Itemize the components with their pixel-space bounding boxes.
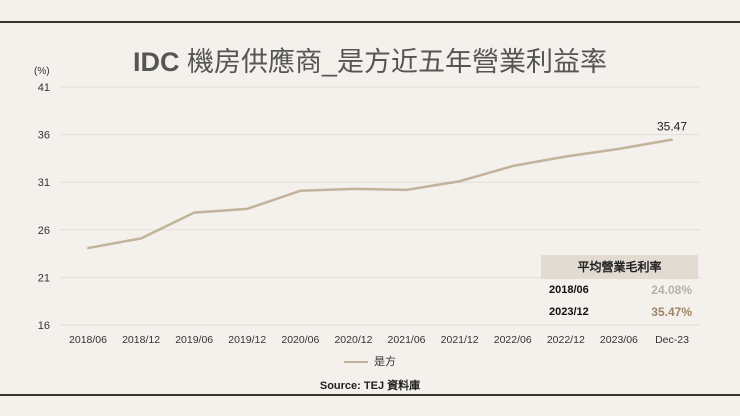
- chart-title: IDC 機房供應商_是方近五年營業利益率: [0, 40, 740, 79]
- x-tick-label: 2022/06: [494, 334, 532, 346]
- series-line: [87, 138, 673, 250]
- x-tick-label: 2023/06: [600, 334, 638, 346]
- x-tick-label: 2020/06: [281, 334, 319, 346]
- x-tick-label: 2021/06: [388, 334, 426, 346]
- title-bold: IDC: [132, 47, 180, 77]
- data-point: [87, 247, 89, 250]
- x-tick-label: 2019/12: [228, 334, 266, 346]
- x-tick-label: Dec-23: [655, 334, 689, 346]
- y-tick-label: 31: [38, 177, 50, 189]
- source-note: Source: TEJ 資料庫: [319, 380, 421, 392]
- data-point: [564, 155, 567, 158]
- row-value: 35.47%: [651, 305, 692, 319]
- y-tick-label: 41: [38, 82, 50, 94]
- top-rule: [0, 21, 740, 23]
- legend-swatch: [344, 361, 368, 364]
- y-tick-label: 26: [38, 225, 50, 237]
- title-rest: 機房供應商_是方近五年營業利益率: [179, 47, 608, 77]
- data-point: [511, 165, 514, 168]
- data-point: [617, 147, 620, 150]
- y-unit-label: (%): [34, 66, 50, 77]
- data-point: [299, 189, 302, 192]
- x-tick-label: 2018/06: [69, 334, 107, 346]
- legend-label: 是方: [374, 356, 396, 368]
- data-point: [246, 207, 249, 210]
- row-period: 2018/06: [549, 284, 589, 296]
- legend: 是方: [0, 353, 740, 369]
- row-value: 24.08%: [651, 283, 692, 297]
- y-tick-label: 36: [38, 130, 50, 142]
- data-point: [140, 237, 143, 240]
- y-tick-label: 21: [38, 272, 50, 284]
- table-header: 平均營業毛利率: [541, 255, 698, 279]
- x-tick-label: 2020/12: [334, 334, 372, 346]
- y-tick-label: 16: [38, 320, 50, 332]
- data-label: 35.47: [657, 120, 687, 134]
- row-period: 2023/12: [549, 306, 589, 318]
- x-tick-label: 2019/06: [175, 334, 213, 346]
- x-tick-label: 2018/12: [122, 334, 160, 346]
- data-point: [193, 211, 196, 214]
- data-point: [405, 188, 408, 191]
- x-tick-label: 2022/12: [547, 334, 585, 346]
- x-tick-label: 2021/12: [441, 334, 479, 346]
- data-point: [352, 187, 355, 190]
- bottom-rule: [0, 394, 740, 396]
- table-row: 2023/12 35.47%: [541, 301, 698, 323]
- table-row: 2018/06 24.08%: [541, 279, 698, 301]
- summary-table: 平均營業毛利率 2018/06 24.08% 2023/12 35.47%: [541, 255, 698, 323]
- data-point: [458, 180, 461, 183]
- data-point: [671, 138, 673, 141]
